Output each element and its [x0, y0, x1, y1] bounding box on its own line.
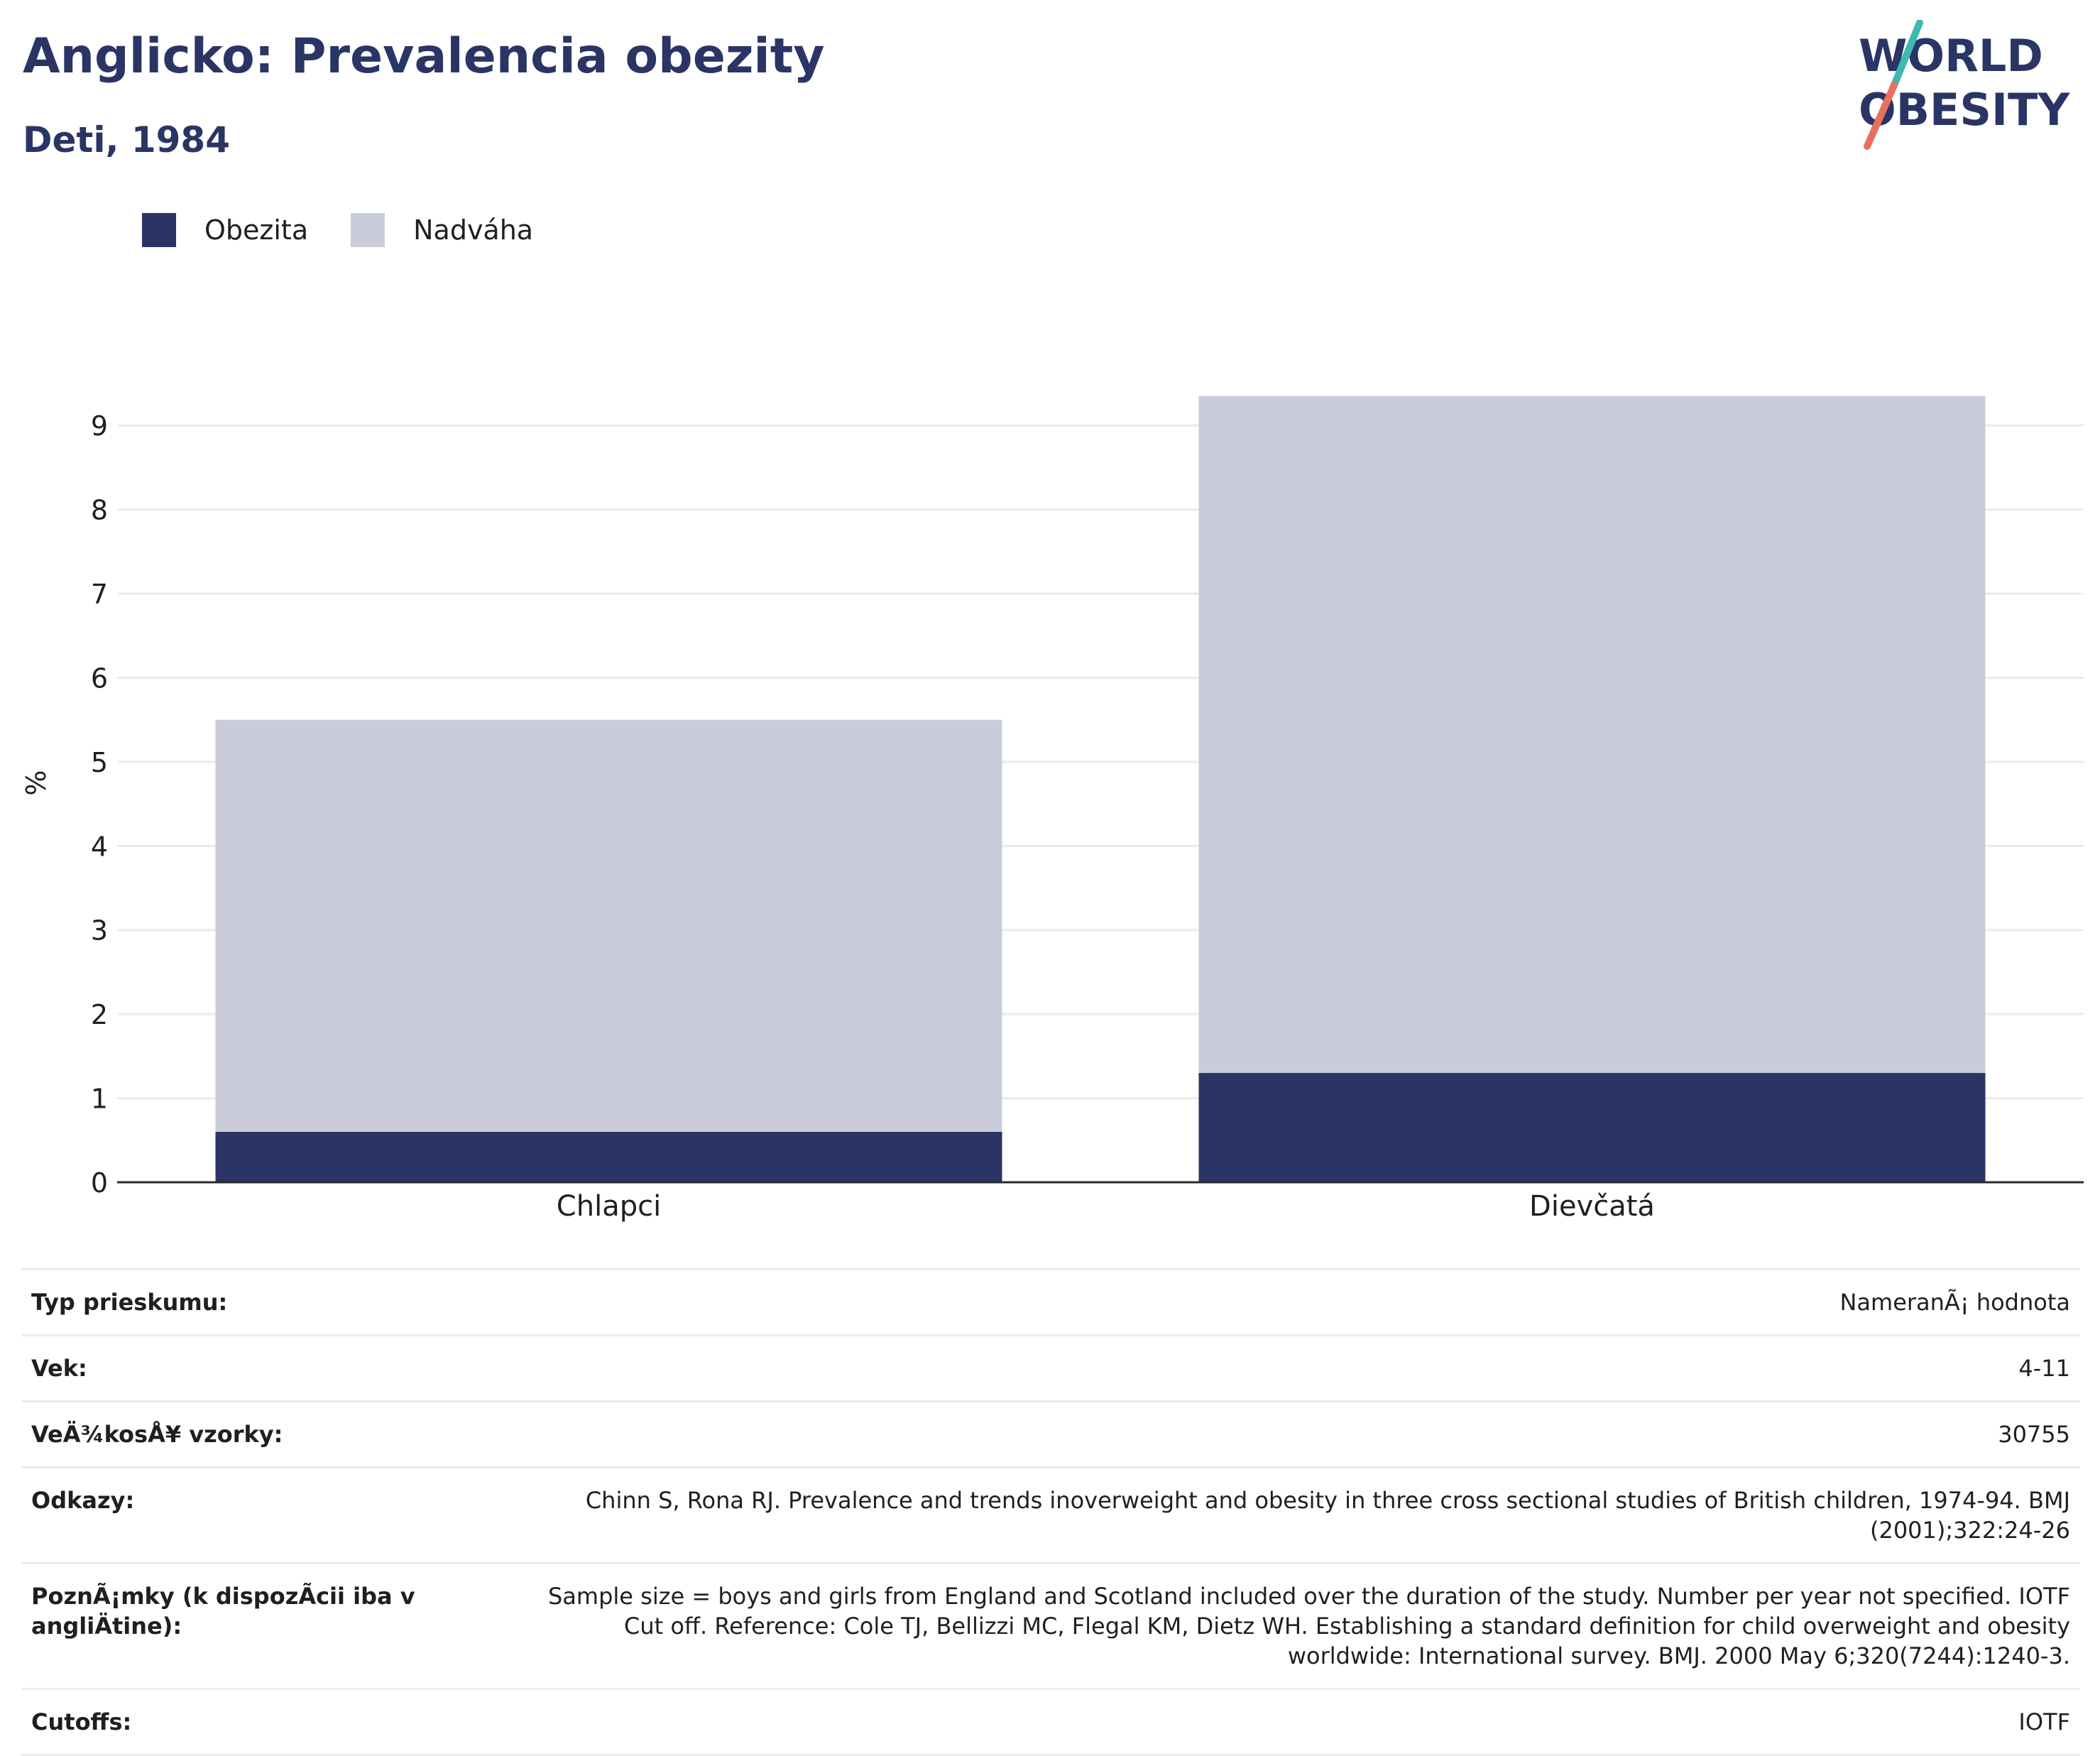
- info-row: Cutoffs: IOTF: [21, 1688, 2080, 1756]
- y-tick-label: 6: [91, 662, 108, 694]
- y-tick-label: 3: [91, 915, 108, 947]
- legend-swatch-obesity: [142, 213, 176, 247]
- info-key: VeÄ¾kosÅ¥ vzorky:: [21, 1400, 524, 1468]
- bar-overweight-0: [215, 719, 1002, 1132]
- world-obesity-logo: WORLD OBESITY: [1859, 20, 2070, 150]
- page-title: Anglicko: Prevalencia obezity: [23, 28, 825, 84]
- legend-item-overweight: Nadváha: [351, 213, 533, 247]
- y-axis-label: %: [21, 770, 52, 795]
- info-row: VeÄ¾kosÅ¥ vzorky: 30755: [21, 1400, 2080, 1468]
- x-category-label: Dievčatá: [1529, 1190, 1655, 1223]
- info-value: 30755: [524, 1400, 2080, 1468]
- info-row: Typ prieskumu: NameranÃ¡ hodnota: [21, 1268, 2080, 1336]
- bar-chart: 0 1 2 3 4 5 6 7 8 9 Chlapci Dievčatá %: [21, 396, 2084, 1223]
- info-row: PoznÃ¡mky (k dispozÃcii iba v angliÄtine…: [21, 1562, 2080, 1690]
- info-key: PoznÃ¡mky (k dispozÃcii iba v angliÄtine…: [21, 1562, 524, 1690]
- legend-item-obesity: Obezita: [142, 213, 308, 247]
- info-value: Sample size = boys and girls from Englan…: [524, 1562, 2080, 1690]
- bar-obesity-0: [215, 1131, 1002, 1182]
- legend-label-overweight: Nadváha: [413, 214, 534, 246]
- info-value: IOTF: [524, 1688, 2080, 1756]
- y-tick-label: 2: [91, 999, 108, 1030]
- svg-text:WORLD: WORLD: [1859, 30, 2043, 82]
- y-tick-label: 1: [91, 1084, 108, 1115]
- info-key: Odkazy:: [21, 1466, 524, 1564]
- bars: [215, 396, 1986, 1182]
- legend-swatch-overweight: [351, 213, 385, 247]
- info-row: Vek: 4-11: [21, 1334, 2080, 1402]
- survey-info-table: Typ prieskumu: NameranÃ¡ hodnota Vek: 4-11 V…: [21, 1268, 2080, 1756]
- y-tick-label: 0: [91, 1167, 108, 1199]
- y-tick-label: 5: [91, 747, 108, 778]
- info-key: Vek:: [21, 1334, 524, 1402]
- info-key: Cutoffs:: [21, 1688, 524, 1756]
- bar-obesity-1: [1198, 1073, 1986, 1182]
- info-value: Chinn S, Rona RJ. Prevalence and trends …: [524, 1466, 2080, 1564]
- y-tick-label: 9: [91, 410, 108, 442]
- bar-overweight-1: [1198, 396, 1986, 1074]
- x-category-label: Chlapci: [557, 1190, 661, 1223]
- y-axis-ticks: 0 1 2 3 4 5 6 7 8 9: [91, 410, 108, 1199]
- chart-legend: Obezita Nadváha: [142, 212, 576, 249]
- x-axis-labels: Chlapci Dievčatá: [557, 1190, 1655, 1223]
- page-subtitle: Deti, 1984: [23, 119, 231, 160]
- y-tick-label: 8: [91, 495, 108, 526]
- y-tick-label: 7: [91, 579, 108, 610]
- legend-label-obesity: Obezita: [204, 214, 309, 246]
- info-key: Typ prieskumu:: [21, 1268, 524, 1336]
- info-value: 4-11: [524, 1334, 2080, 1402]
- info-value: NameranÃ¡ hodnota: [524, 1268, 2080, 1336]
- y-tick-label: 4: [91, 831, 108, 862]
- info-row: Odkazy: Chinn S, Rona RJ. Prevalence and …: [21, 1466, 2080, 1564]
